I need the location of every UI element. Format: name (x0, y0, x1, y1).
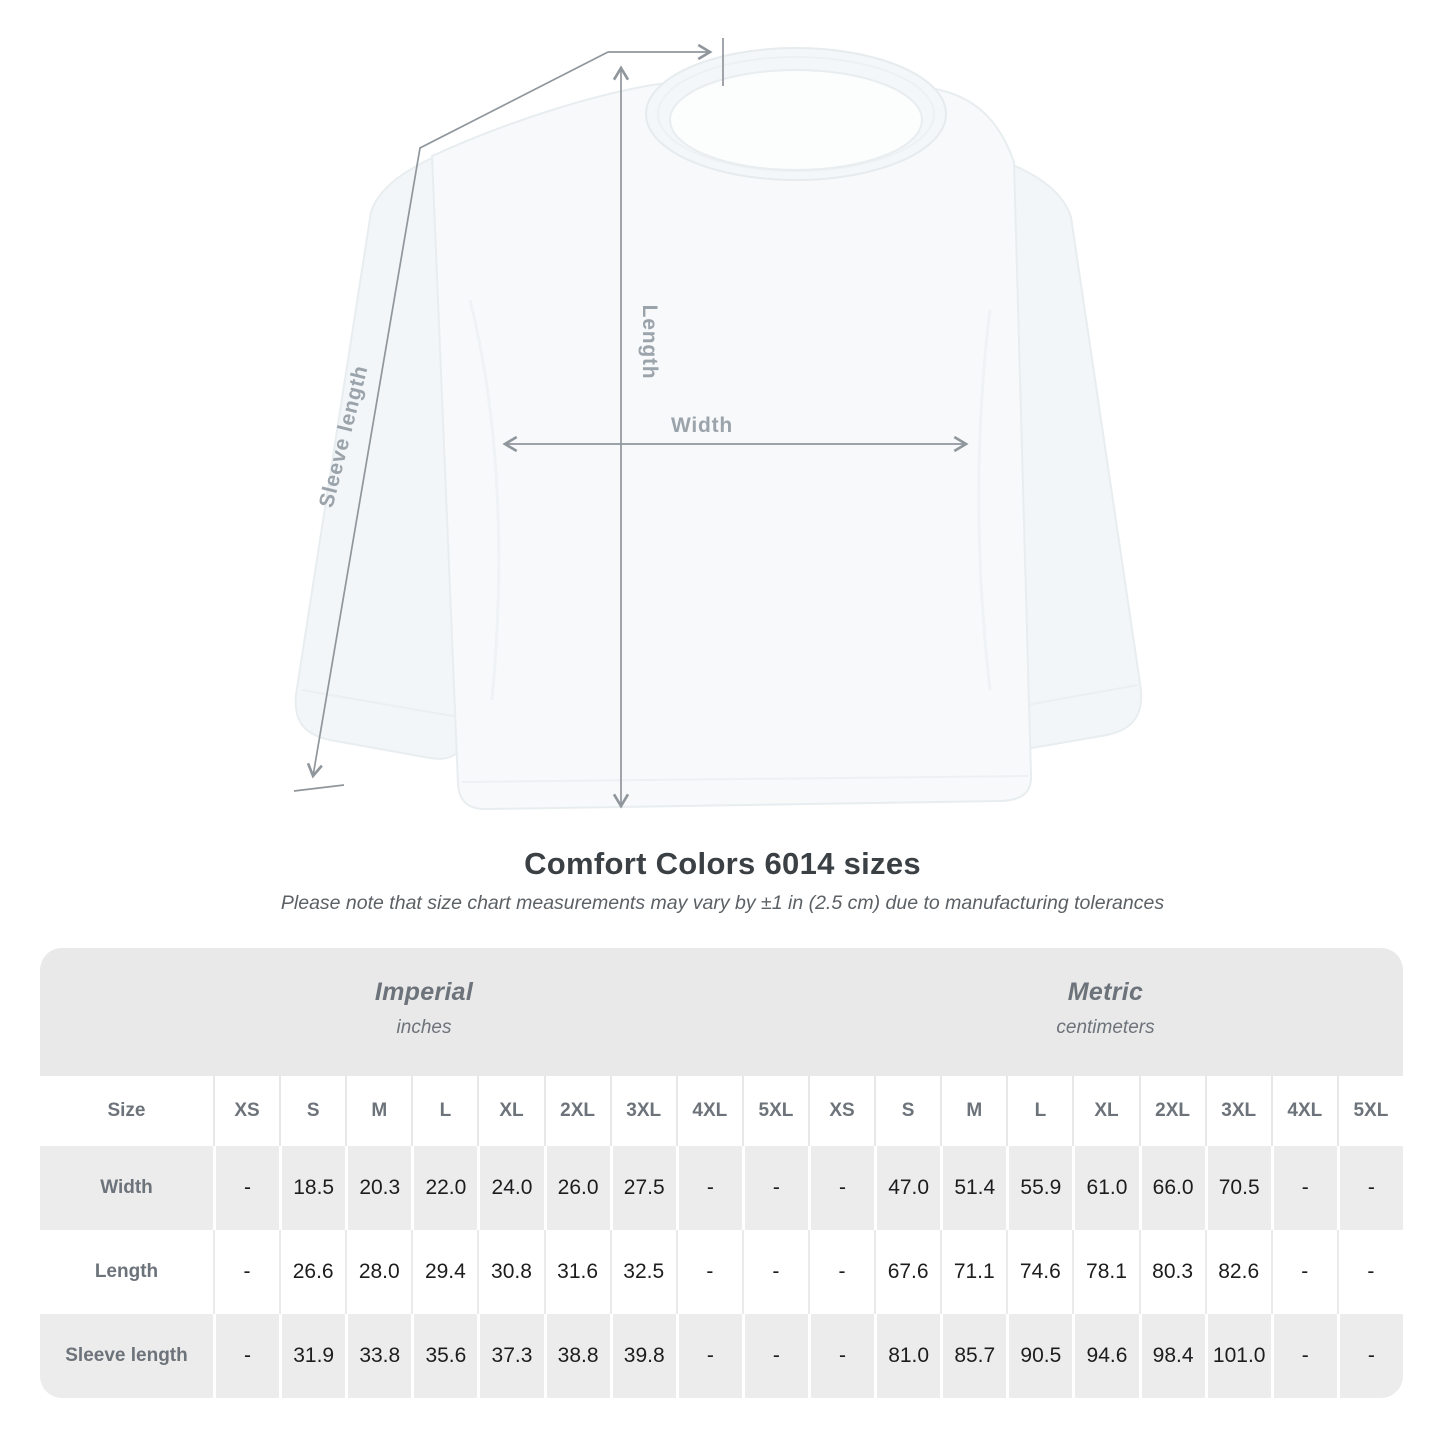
table-row: Width -18.5 20.3 22.0 24.0 26.0 27.5- - -47.0 51.… (40, 1146, 1403, 1230)
value-cell: 38.8 (543, 1314, 610, 1398)
value-cell: - (213, 1146, 279, 1230)
row-label: Length (94, 1261, 159, 1282)
value-cell: 32.5 (609, 1230, 676, 1314)
value-cell: 94.6 (1072, 1314, 1138, 1398)
value-cell: - (1270, 1230, 1337, 1314)
value-cell: 27.5 (609, 1146, 676, 1230)
value-cell: 66.0 (1138, 1146, 1205, 1230)
value-cell: 98.4 (1138, 1314, 1205, 1398)
value-cell: - (807, 1314, 874, 1398)
length-label: Length (638, 305, 661, 380)
value-cell: 85.7 (940, 1314, 1006, 1398)
value-cell: - (807, 1230, 874, 1314)
size-header-cell: XS (807, 1076, 874, 1146)
value-cell: 90.5 (1006, 1314, 1072, 1398)
value-cell: 70.5 (1204, 1146, 1271, 1230)
value-cell: - (213, 1230, 279, 1314)
size-table: Imperial inches Metric centimeters Size … (40, 948, 1403, 1398)
value-cell: 30.8 (477, 1230, 543, 1314)
size-header-cell: L (411, 1076, 477, 1146)
size-column-label: Size (107, 1100, 146, 1121)
size-header-row: Size XS S M L XL 2XL 3XL 4XL 5XL XS S M L XL 2XL 3XL 4XL… (40, 1076, 1403, 1146)
value-cell: 26.0 (543, 1146, 610, 1230)
value-cell: - (1336, 1230, 1403, 1314)
size-header-cell: XL (1072, 1076, 1138, 1146)
size-header-cell: M (345, 1076, 411, 1146)
value-cell: - (675, 1230, 742, 1314)
value-cell: 20.3 (345, 1146, 411, 1230)
size-header-cell: 5XL (1336, 1076, 1403, 1146)
value-cell: 28.0 (345, 1230, 411, 1314)
value-cell: 101.0 (1204, 1314, 1271, 1398)
size-header-cell: 4XL (1270, 1076, 1337, 1146)
sleeve-length-arrow (306, 51, 609, 779)
value-cell: - (741, 1314, 808, 1398)
size-header-cell: L (1006, 1076, 1072, 1146)
table-row: Length -26.6 28.0 29.4 30.8 31.6 32.5- - -67.6 71… (40, 1230, 1403, 1314)
size-header-cell: XL (477, 1076, 543, 1146)
shirt-illustration (294, 47, 1143, 811)
imperial-unit: inches (396, 1016, 452, 1038)
width-label: Width (671, 414, 733, 437)
value-cell: 51.4 (940, 1146, 1006, 1230)
units-band: Imperial inches Metric centimeters (40, 948, 1403, 1076)
value-cell: - (213, 1314, 279, 1398)
value-cell: 22.0 (411, 1146, 477, 1230)
value-cell: - (1336, 1146, 1403, 1230)
size-header-cell: 2XL (543, 1076, 610, 1146)
imperial-unit-header: Imperial inches (40, 948, 808, 1076)
value-cell: 55.9 (1006, 1146, 1072, 1230)
value-cell: - (675, 1146, 742, 1230)
size-header-cell: S (279, 1076, 345, 1146)
table-body: Width -18.5 20.3 22.0 24.0 26.0 27.5- - -47.0 51.… (40, 1146, 1403, 1398)
shirt-measurement-diagram: Width Length Sleeve length (293, 38, 1143, 811)
value-cell: 31.6 (543, 1230, 610, 1314)
value-cell: - (675, 1314, 742, 1398)
value-cell: 31.9 (279, 1314, 345, 1398)
value-cell: 37.3 (477, 1314, 543, 1398)
value-cell: - (1336, 1314, 1403, 1398)
value-cell: 35.6 (411, 1314, 477, 1398)
imperial-title: Imperial (374, 977, 474, 1006)
value-cell: - (1270, 1314, 1337, 1398)
size-header-cell: S (874, 1076, 940, 1146)
size-header-cell: 5XL (741, 1076, 808, 1146)
value-cell: 78.1 (1072, 1230, 1138, 1314)
sleeve-end-tick (293, 784, 345, 792)
value-cell: 39.8 (609, 1314, 676, 1398)
value-cell: 61.0 (1072, 1146, 1138, 1230)
value-cell: 80.3 (1138, 1230, 1205, 1314)
page-title: Comfort Colors 6014 sizes (524, 846, 921, 881)
value-cell: 67.6 (874, 1230, 940, 1314)
size-header-cell: 4XL (675, 1076, 742, 1146)
metric-unit: centimeters (1056, 1016, 1155, 1038)
value-cell: 26.6 (279, 1230, 345, 1314)
value-cell: - (741, 1146, 808, 1230)
size-header-cell: XS (213, 1076, 279, 1146)
value-cell: 71.1 (940, 1230, 1006, 1314)
value-cell: 33.8 (345, 1314, 411, 1398)
tolerance-note: Please note that size chart measurements… (280, 892, 1165, 914)
value-cell: - (807, 1146, 874, 1230)
value-cell: 18.5 (279, 1146, 345, 1230)
row-label: Width (100, 1177, 153, 1198)
size-header-cell: 2XL (1138, 1076, 1205, 1146)
value-cell: - (741, 1230, 808, 1314)
value-cell: 47.0 (874, 1146, 940, 1230)
value-cell: 24.0 (477, 1146, 543, 1230)
size-header-cell: 3XL (609, 1076, 676, 1146)
value-cell: 74.6 (1006, 1230, 1072, 1314)
value-cell: 82.6 (1204, 1230, 1271, 1314)
metric-unit-header: Metric centimeters (808, 948, 1403, 1076)
value-cell: 81.0 (874, 1314, 940, 1398)
row-label: Sleeve length (65, 1345, 188, 1366)
value-cell: 29.4 (411, 1230, 477, 1314)
metric-title: Metric (1067, 977, 1144, 1006)
size-header-cell: 3XL (1204, 1076, 1271, 1146)
size-header-cell: M (940, 1076, 1006, 1146)
value-cell: - (1270, 1146, 1337, 1230)
table-row: Sleeve length -31.9 33.8 35.6 37.3 38.8 39.8- -… (40, 1314, 1403, 1398)
